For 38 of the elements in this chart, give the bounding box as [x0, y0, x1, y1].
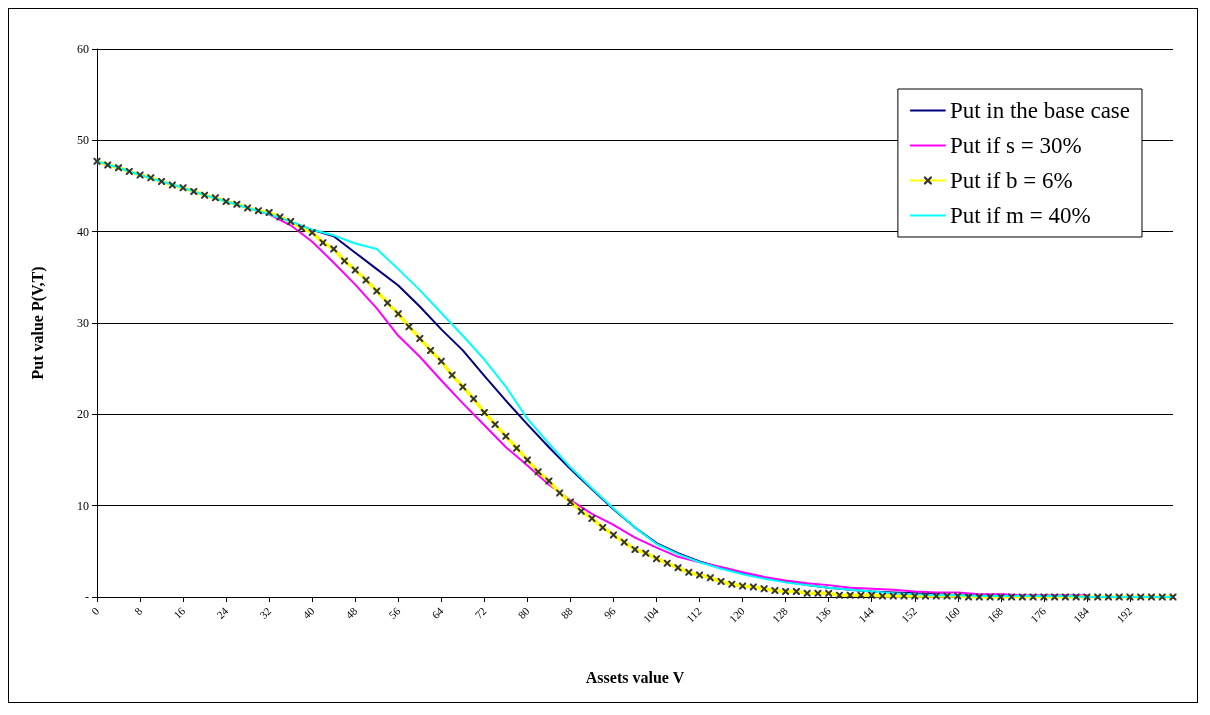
y-tick-label: - — [85, 590, 89, 604]
x-axis-title: Assets value V — [585, 668, 685, 686]
x-tick-label: 16 — [171, 604, 188, 622]
x-tick-label: 88 — [558, 604, 576, 622]
y-axis-title: Put value P(V,T) — [28, 266, 47, 380]
x-tick-label: 48 — [343, 604, 360, 622]
x-tick-label: 168 — [984, 604, 1006, 625]
x-tick-label: 72 — [472, 604, 489, 622]
x-tick-label: 160 — [941, 604, 963, 625]
x-tick-label: 96 — [601, 604, 619, 622]
x-tick-label: 32 — [257, 604, 274, 622]
x-tick-label: 104 — [640, 604, 662, 625]
x-tick-label: 112 — [683, 604, 704, 625]
legend-label: Put if b = 6% — [949, 168, 1073, 193]
x-tick-label: 24 — [214, 604, 231, 622]
x-tick-label: 64 — [429, 604, 446, 622]
y-tick-label: 60 — [77, 42, 89, 56]
legend-label: Put if s = 30% — [949, 133, 1082, 158]
x-tick-label: 192 — [1114, 604, 1135, 625]
x-tick-label: 8 — [131, 604, 145, 618]
y-tick-label: 20 — [77, 407, 89, 422]
x-tick-label: 0 — [88, 604, 102, 618]
x-tick-label: 136 — [812, 604, 834, 625]
x-tick-label: 80 — [515, 604, 532, 622]
x-tick-label: 184 — [1071, 604, 1092, 625]
x-tick-label: 144 — [855, 604, 877, 625]
y-tick-label: 40 — [77, 224, 89, 239]
x-tick-label: 40 — [300, 604, 317, 622]
y-tick-label: 10 — [77, 498, 89, 513]
y-tick-label: 30 — [77, 316, 89, 330]
y-tick-label: 50 — [77, 133, 89, 148]
x-tick-label: 120 — [726, 604, 748, 625]
legend-label: Put in the base case — [949, 98, 1131, 123]
x-tick-label: 152 — [898, 604, 919, 625]
legend-label: Put if m = 40% — [949, 203, 1091, 228]
x-tick-label: 128 — [769, 604, 791, 625]
x-tick-label: 176 — [1027, 604, 1049, 625]
x-tick-label: 56 — [386, 604, 403, 622]
